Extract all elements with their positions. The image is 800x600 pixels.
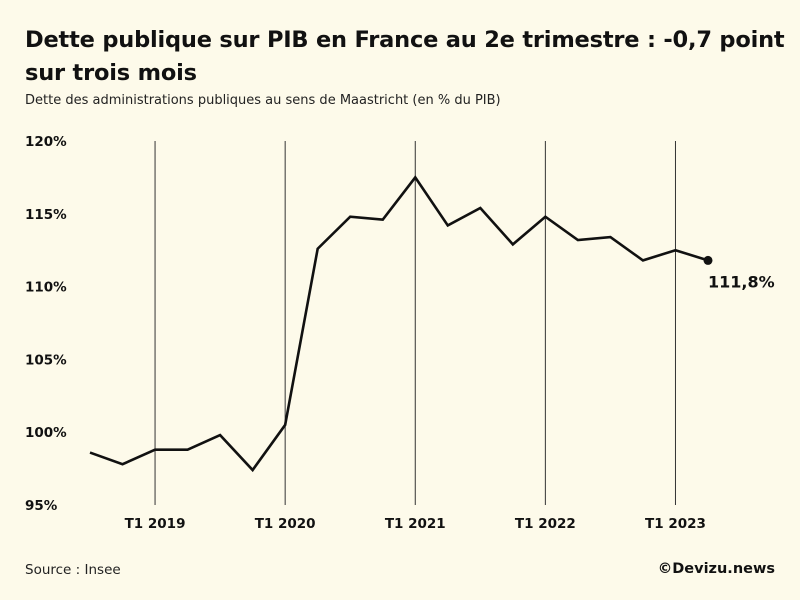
- credit-label: ©Devizu.news: [657, 561, 775, 577]
- end-point-label: 111,8%: [708, 272, 775, 291]
- x-gridlines: [154, 141, 676, 505]
- series-layer: 111,8%: [89, 175, 775, 473]
- x-tick-label: T1 2019: [125, 516, 186, 532]
- y-tick-label: 115%: [25, 207, 67, 223]
- x-tick-label: T1 2020: [255, 516, 316, 532]
- x-axis-ticks: T1 2019 T1 2020 T1 2021 T1 2022 T1 2023: [125, 516, 706, 532]
- source-note: Source : Insee: [25, 562, 121, 578]
- y-tick-label: 105%: [25, 352, 67, 368]
- chart-title: Dette publique sur PIB en France au 2e t…: [25, 27, 785, 86]
- y-tick-label: 100%: [25, 425, 67, 441]
- x-tick-label: T1 2021: [385, 516, 446, 532]
- series-line: [89, 175, 709, 473]
- x-tick-label: T1 2023: [645, 516, 706, 532]
- y-tick-label: 95%: [25, 498, 58, 514]
- end-point-marker: [703, 255, 713, 265]
- y-tick-label: 120%: [25, 134, 67, 150]
- x-tick-label: T1 2022: [515, 516, 576, 532]
- chart-subtitle: Dette des administrations publiques au s…: [25, 93, 501, 108]
- y-axis-ticks: 95% 100% 105% 110% 115% 120%: [25, 134, 67, 514]
- y-tick-label: 110%: [25, 280, 67, 296]
